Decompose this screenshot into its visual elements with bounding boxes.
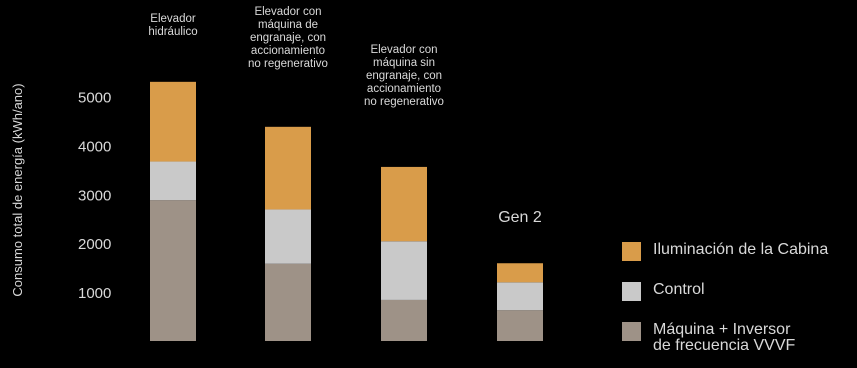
bar-segment-iluminacion [265,126,311,210]
bar-segment-maquina [497,310,543,341]
bar-segment-maquina [150,200,196,341]
y-tick-label: 5000 [78,90,111,107]
bar-segment-control [497,282,543,311]
category-label: Elevador con máquina de engranaje, con acci… [248,6,328,70]
bar-segment-control [381,241,427,300]
y-axis-label: Consumo total de energía (kWh/ano) [10,83,25,296]
y-tick-label: 1000 [78,285,111,302]
legend-item-maquina: Máquina + Inversor de frecuencia VVVF [622,322,795,354]
legend-item-iluminacion: Iluminación de la Cabina [622,242,828,261]
bar-segment-control [265,209,311,264]
category-label: Gen 2 [498,209,542,226]
bar-segment-control [150,161,196,201]
legend-label-control: Control [653,281,705,298]
legend-label-iluminacion: Iluminación de la Cabina [653,241,829,258]
bar-segment-iluminacion [497,263,543,283]
y-tick-label: 3000 [78,187,111,204]
legend-item-control: Control [622,282,705,301]
legend-swatch-iluminacion [622,242,641,261]
bar-segment-iluminacion [381,166,427,242]
bar-segment-maquina [381,299,427,341]
bar-segment-iluminacion [150,81,196,162]
bar-segment-maquina [265,263,311,341]
legend-swatch-control [622,282,641,301]
category-label: Elevador hidráulico [148,13,197,38]
category-label: Elevador con máquina sin engranaje, con acc… [364,44,444,108]
y-tick-label: 4000 [78,138,111,155]
legend-swatch-maquina [622,322,641,341]
legend-label-maquina: Máquina + Inversor de frecuencia VVVF [653,321,796,354]
y-tick-label: 2000 [78,236,111,253]
